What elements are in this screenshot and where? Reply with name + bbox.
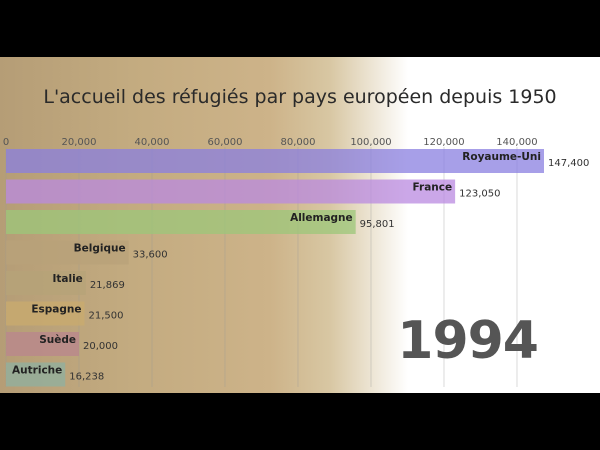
- chart-title: L'accueil des réfugiés par pays européen…: [43, 86, 557, 108]
- bar-chart: 0 20,000 40,000 60,000 80,000 100,000 120,000 1…: [3, 137, 589, 387]
- bar-label: Royaume-Uni: [462, 151, 541, 163]
- value-label: 16,238: [69, 372, 104, 383]
- bar: [6, 301, 85, 326]
- bar: [6, 271, 86, 295]
- value-label: 147,400: [548, 158, 589, 169]
- x-tick-label: 40,000: [134, 137, 169, 148]
- value-label: 95,801: [360, 219, 395, 230]
- bar: [6, 362, 66, 387]
- bar: [6, 332, 79, 356]
- x-tick-label: 140,000: [496, 137, 537, 148]
- x-tick-label: 60,000: [207, 137, 242, 148]
- x-tick-label: 100,000: [350, 137, 391, 148]
- chart-frame: L'accueil des réfugiés par pays européen…: [0, 57, 600, 393]
- bar-label: Italie: [52, 273, 82, 285]
- bar: [6, 149, 544, 173]
- bar: [6, 210, 356, 234]
- value-label: 21,500: [88, 311, 123, 322]
- bar-label: Allemagne: [290, 212, 353, 224]
- bar-label: France: [413, 182, 453, 194]
- bar-label: Autriche: [12, 365, 62, 377]
- bar: [6, 240, 129, 265]
- value-label: 20,000: [83, 341, 118, 352]
- x-tick-label: 0: [3, 137, 9, 148]
- year-label: 1994: [397, 311, 539, 371]
- value-label: 33,600: [133, 250, 168, 261]
- bar-label: Suède: [39, 334, 76, 346]
- bar-label: Belgique: [74, 243, 126, 255]
- value-label: 21,869: [90, 280, 125, 291]
- value-label: 123,050: [459, 189, 500, 200]
- x-tick-label: 120,000: [423, 137, 464, 148]
- bar: [6, 179, 456, 204]
- x-tick-label: 20,000: [61, 137, 96, 148]
- x-tick-label: 80,000: [280, 137, 315, 148]
- bar-label: Espagne: [31, 304, 81, 316]
